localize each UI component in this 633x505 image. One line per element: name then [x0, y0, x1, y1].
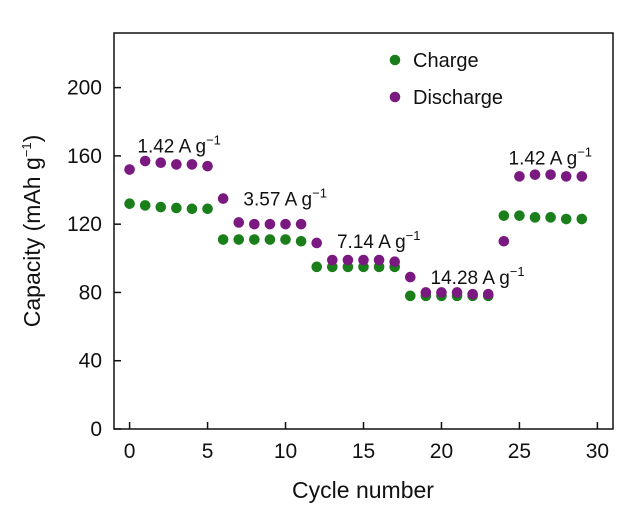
x-tick-label: 10: [274, 440, 297, 463]
x-tick-label: 30: [586, 440, 609, 463]
charge-point: [155, 201, 167, 213]
discharge-point: [545, 169, 556, 180]
y-tick-label: 120: [67, 213, 102, 236]
charge-point: [545, 212, 556, 223]
discharge-point: [186, 159, 198, 170]
discharge-point: [514, 171, 525, 182]
charge-point: [233, 234, 245, 245]
charge-point: [514, 210, 525, 221]
discharge-point: [171, 159, 182, 170]
y-tick-label: 40: [79, 350, 102, 373]
charge-point: [171, 202, 182, 214]
x-axis-ticks: 0 5 10 15 20 25 30: [124, 422, 609, 463]
discharge-point: [295, 218, 307, 230]
y-axis-title: Capacity (mAh g−1): [19, 135, 45, 328]
x-tick-label: 15: [352, 440, 375, 463]
discharge-point: [467, 288, 478, 300]
y-axis-ticks: 0 40 80 120 160 200: [67, 77, 121, 441]
charge-point: [295, 235, 307, 247]
discharge-point: [529, 169, 541, 180]
y-tick-label: 80: [79, 281, 102, 304]
discharge-point: [373, 254, 385, 266]
rate-label: 1.42 A g−1: [137, 132, 221, 157]
legend-discharge-label: Discharge: [413, 87, 503, 109]
x-tick-label: 20: [430, 440, 453, 463]
discharge-point: [280, 218, 291, 230]
discharge-point: [249, 218, 260, 230]
discharge-point: [139, 155, 151, 167]
discharge-point: [451, 287, 463, 298]
discharge-point: [560, 171, 572, 182]
y-tick-label: 160: [67, 145, 102, 168]
discharge-point: [576, 171, 588, 182]
discharge-point: [217, 193, 229, 204]
charge-point: [280, 234, 291, 245]
discharge-point: [389, 256, 400, 268]
rate-label: 1.42 A g−1: [509, 144, 593, 169]
charge-point: [576, 213, 588, 225]
charge-point: [186, 203, 198, 215]
legend-discharge-marker: [389, 91, 401, 103]
charge-point: [404, 290, 416, 302]
legend-charge-marker: [389, 54, 401, 66]
rate-label: 3.57 A g−1: [243, 185, 327, 210]
discharge-point: [264, 218, 276, 230]
charge-point: [529, 212, 541, 223]
legend-charge-label: Charge: [413, 50, 479, 72]
discharge-point: [482, 288, 494, 300]
x-axis-title: Cycle number: [292, 477, 434, 503]
charge-point: [124, 198, 135, 209]
discharge-point: [358, 254, 369, 266]
rate-label: 7.14 A g−1: [337, 228, 421, 253]
charge-point: [264, 234, 276, 245]
x-tick-label: 25: [508, 440, 531, 463]
charge-point: [560, 213, 572, 225]
discharge-point: [311, 237, 323, 249]
y-tick-label: 0: [90, 418, 102, 441]
charge-point: [139, 200, 151, 211]
y-tick-label: 200: [67, 77, 102, 100]
charge-point: [498, 210, 510, 221]
discharge-point: [436, 287, 447, 298]
discharge-point: [202, 160, 213, 172]
charge-point: [311, 261, 323, 273]
discharge-point: [420, 287, 432, 298]
legend: Charge Discharge: [389, 50, 503, 109]
discharge-point: [155, 157, 167, 169]
discharge-point: [404, 271, 416, 283]
discharge-point: [498, 235, 510, 247]
plot-frame: [113, 32, 614, 430]
data-points: [124, 155, 588, 302]
charge-point: [249, 234, 260, 245]
x-tick-label: 5: [202, 440, 214, 463]
discharge-point: [342, 254, 354, 266]
discharge-point: [327, 254, 338, 266]
x-tick-label: 0: [124, 440, 136, 463]
discharge-point: [233, 217, 245, 228]
discharge-point: [124, 164, 135, 175]
rate-label: 14.28 A g−1: [431, 264, 525, 289]
charge-point: [217, 234, 229, 245]
charge-point: [202, 203, 213, 215]
rate-annotations: 1.42 A g−1 3.57 A g−1 7.14 A g−1 14.28 A g−…: [137, 132, 592, 288]
